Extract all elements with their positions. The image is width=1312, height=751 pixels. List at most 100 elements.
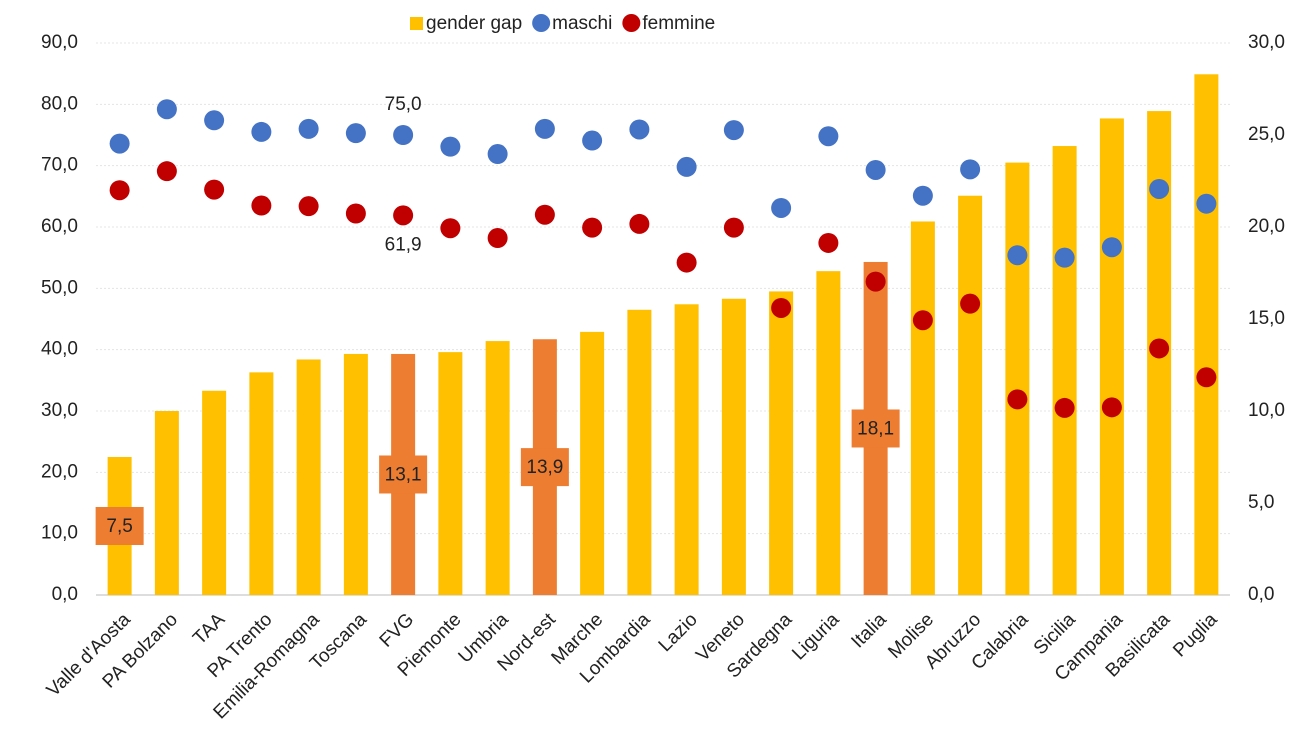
dot [204,179,225,200]
y-tick-label: 70,0 [41,155,78,176]
y-tick-label: 30,0 [41,400,78,421]
data-label-box [520,448,569,487]
legend-swatch [622,14,641,32]
dot [204,110,225,131]
y2-tick-label: 0,0 [1248,584,1274,605]
dot [818,126,839,147]
bar [910,221,935,596]
bar [485,341,510,595]
data-label-box [379,455,428,494]
legend-label: femmine [642,13,715,34]
y2-tick-label: 30,0 [1248,32,1285,53]
x-tick-label: Liguria [788,609,843,664]
dot [723,217,744,238]
bar [674,304,699,595]
dot [298,118,319,139]
dot [251,195,272,216]
dot [534,118,555,139]
y-tick-label: 0,0 [52,584,78,605]
data-label: 13,1 [385,464,422,485]
y2-tick-label: 10,0 [1248,400,1285,421]
y-tick-label: 60,0 [41,216,78,237]
dot [534,204,555,225]
dot [629,213,650,234]
x-tick-label: Puglia [1169,609,1222,662]
bar [627,309,652,595]
dot [1101,237,1122,258]
dot [1196,193,1217,214]
bar [154,411,179,595]
dot [865,159,886,180]
bar [721,298,746,595]
dot [582,217,603,238]
bar [816,271,841,595]
bar [958,195,983,595]
dot [960,159,981,180]
bar [202,390,227,595]
dot [723,120,744,141]
bar [438,352,463,595]
dot [251,121,272,142]
legend-label: maschi [552,13,612,34]
y-tick-label: 10,0 [41,523,78,544]
bar [343,353,368,595]
y2-tick-label: 5,0 [1248,492,1274,513]
dot [345,123,366,144]
bar [1099,118,1124,595]
legend-swatch [532,14,551,32]
data-label: 7,5 [106,516,132,537]
dot [156,161,177,182]
data-label: 75,0 [385,94,422,115]
dot [1149,178,1170,199]
dot [1149,338,1170,359]
dot [912,185,933,206]
dot [1007,245,1028,266]
y2-tick-label: 15,0 [1248,308,1285,329]
dot [960,293,981,314]
dot [771,197,792,218]
data-label-box [851,409,900,448]
dot [1054,397,1075,418]
y-tick-label: 80,0 [41,93,78,114]
legend-label: gender gap [426,13,522,34]
dot [629,119,650,140]
bar [249,372,274,595]
dot [393,205,414,226]
y2-tick-label: 20,0 [1248,216,1285,237]
y-tick-label: 40,0 [41,339,78,360]
dot [109,180,130,201]
dot [1054,247,1075,268]
bar [1005,162,1030,595]
dot [1101,397,1122,418]
bar [769,291,794,595]
y-tick-label: 50,0 [41,277,78,298]
dot [440,218,461,239]
dot [912,310,933,331]
y-tick-label: 20,0 [41,461,78,482]
dot [440,136,461,157]
x-tick-label: Italia [847,609,891,653]
dot [818,232,839,253]
dot [109,133,130,154]
dot [676,252,697,273]
data-label: 13,9 [526,457,563,478]
dot [865,271,886,292]
dot [298,196,319,217]
bar [296,359,321,595]
dot [487,144,508,165]
legend-swatch [410,17,423,30]
dot [393,125,414,145]
bar [1052,146,1077,596]
y2-tick-label: 25,0 [1248,124,1285,145]
dot [156,99,177,120]
dot [1196,367,1217,388]
data-label: 18,1 [857,418,894,439]
dot [487,228,508,249]
y-tick-label: 90,0 [41,32,78,53]
dot [345,203,366,224]
bar [580,331,605,595]
x-tick-label: FVG [376,609,418,651]
x-tick-label: TAA [189,609,229,649]
dot [1007,389,1028,410]
